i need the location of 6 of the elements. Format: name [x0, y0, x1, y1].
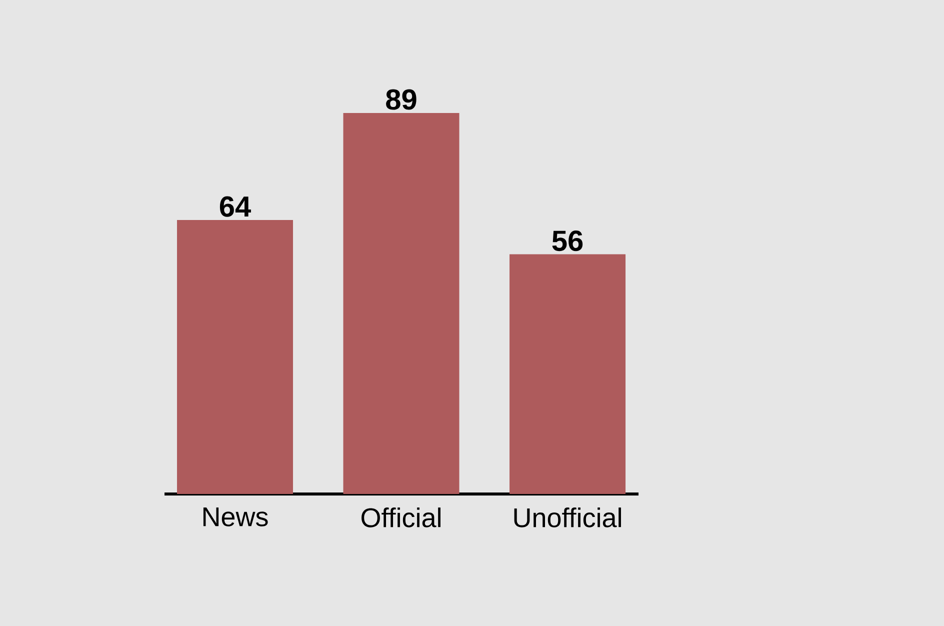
data-label: 89	[386, 89, 416, 110]
x-tick-label: Official	[362, 508, 440, 528]
data-label: 64	[220, 196, 251, 217]
x-tick-label: Unofficial	[514, 508, 621, 528]
x-tick-label: News	[203, 508, 268, 526]
data-label: 56	[552, 230, 583, 252]
